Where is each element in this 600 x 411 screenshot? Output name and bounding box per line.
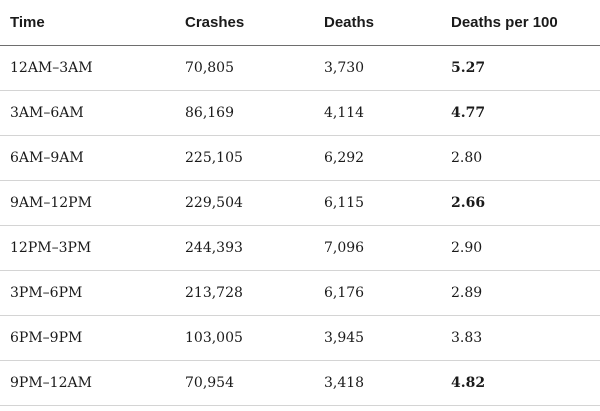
cell-time: 3PM–6PM: [0, 270, 185, 316]
cell-deaths-per-100: 4.82: [451, 360, 600, 406]
cell-crashes: 229,504: [185, 180, 324, 226]
cell-deaths: 3,418: [324, 360, 451, 406]
header-deaths: Deaths: [324, 0, 451, 46]
cell-crashes: 225,105: [185, 135, 324, 181]
cell-crashes: 244,393: [185, 225, 324, 271]
table-row: 9PM–12AM 70,954 3,418 4.82: [0, 360, 600, 406]
cell-crashes: 70,954: [185, 360, 324, 406]
cell-deaths-per-100: 2.66: [451, 180, 600, 226]
cell-deaths-per-100: 5.27: [451, 45, 600, 91]
table-row: 9AM–12PM 229,504 6,115 2.66: [0, 180, 600, 226]
cell-time: 6AM–9AM: [0, 135, 185, 181]
cell-deaths: 3,945: [324, 315, 451, 361]
cell-deaths: 3,730: [324, 45, 451, 91]
cell-time: 3AM–6AM: [0, 90, 185, 136]
table-row: 3AM–6AM 86,169 4,114 4.77: [0, 90, 600, 136]
header-time: Time: [0, 0, 185, 46]
table-row: 6PM–9PM 103,005 3,945 3.83: [0, 315, 600, 361]
cell-deaths-per-100: 2.89: [451, 270, 600, 316]
cell-deaths: 6,115: [324, 180, 451, 226]
cell-time: 12PM–3PM: [0, 225, 185, 271]
cell-deaths-per-100: 4.77: [451, 90, 600, 136]
cell-time: 9PM–12AM: [0, 360, 185, 406]
table-body: 12AM–3AM 70,805 3,730 5.27 3AM–6AM 86,169 4,11…: [0, 45, 600, 406]
cell-crashes: 213,728: [185, 270, 324, 316]
table-header: Time Crashes Deaths Deaths per 100: [0, 0, 600, 46]
cell-deaths: 6,292: [324, 135, 451, 181]
cell-crashes: 103,005: [185, 315, 324, 361]
cell-deaths: 4,114: [324, 90, 451, 136]
cell-crashes: 70,805: [185, 45, 324, 91]
cell-time: 12AM–3AM: [0, 45, 185, 91]
cell-time: 6PM–9PM: [0, 315, 185, 361]
header-row: Time Crashes Deaths Deaths per 100: [0, 0, 600, 46]
cell-deaths-per-100: 2.90: [451, 225, 600, 271]
cell-deaths-per-100: 2.80: [451, 135, 600, 181]
table-row: 12AM–3AM 70,805 3,730 5.27: [0, 45, 600, 91]
cell-deaths: 6,176: [324, 270, 451, 316]
header-deaths-per-100: Deaths per 100: [451, 0, 600, 46]
cell-crashes: 86,169: [185, 90, 324, 136]
cell-time: 9AM–12PM: [0, 180, 185, 226]
table-row: 12PM–3PM 244,393 7,096 2.90: [0, 225, 600, 271]
cell-deaths-per-100: 3.83: [451, 315, 600, 361]
table-row: 3PM–6PM 213,728 6,176 2.89: [0, 270, 600, 316]
header-crashes: Crashes: [185, 0, 324, 46]
table-row: 6AM–9AM 225,105 6,292 2.80: [0, 135, 600, 181]
cell-deaths: 7,096: [324, 225, 451, 271]
